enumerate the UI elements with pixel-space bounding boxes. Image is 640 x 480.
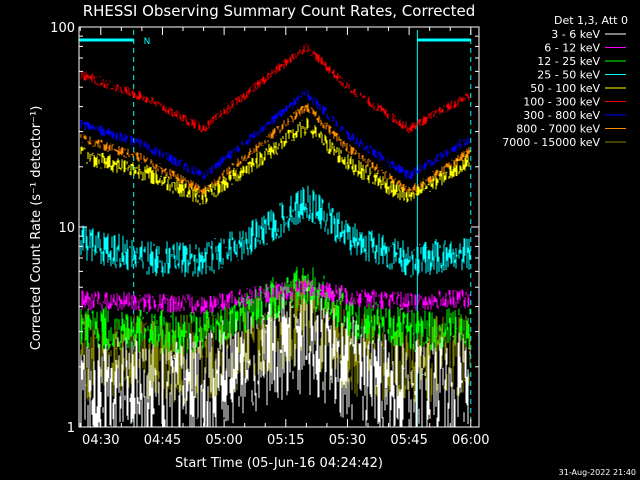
x-tick-label: 05:45 (390, 433, 427, 448)
legend-label: 3 - 6 keV (551, 28, 600, 41)
y-axis-label: Corrected Count Rate (s⁻¹ detector⁻¹) (29, 106, 44, 351)
legend-label: 12 - 25 keV (537, 55, 600, 68)
legend-label: 800 - 7000 keV (516, 123, 600, 136)
legend-label: 7000 - 15000 keV (502, 136, 600, 149)
legend-label: 100 - 300 keV (523, 96, 600, 109)
legend-label: 50 - 100 keV (530, 82, 600, 95)
legend-title: Det 1,3, Att 0 (554, 14, 628, 27)
x-tick-label: 04:45 (144, 433, 181, 448)
annotation-n: N (144, 37, 151, 47)
legend-label: 25 - 50 keV (537, 69, 600, 82)
x-tick-label: 05:30 (329, 433, 366, 448)
y-tick-label: 1 (67, 421, 75, 436)
x-tick-label: 04:30 (82, 433, 119, 448)
series-6-trace (80, 89, 471, 180)
y-tick-label: 10 (58, 221, 75, 236)
x-tick-label: 05:15 (267, 433, 304, 448)
x-axis-label: Start Time (05-Jun-16 04:24:42) (175, 456, 383, 471)
axes: 1 10 100 04:30 04:45 05:00 05:15 05:30 05:45 06:0… (50, 21, 489, 448)
series-1-trace (80, 278, 471, 314)
legend-label: 300 - 800 keV (523, 109, 600, 122)
series-5-trace (80, 43, 471, 134)
legend-label: 6 - 12 keV (544, 42, 600, 55)
series-3-trace (80, 185, 471, 278)
x-tick-label: 06:00 (452, 433, 489, 448)
chart-title: RHESSI Observing Summary Count Rates, Co… (83, 2, 476, 20)
timestamp: 31-Aug-2022 21:40 (559, 468, 636, 477)
x-tick-label: 05:00 (205, 433, 242, 448)
series-7-trace (80, 103, 471, 196)
y-tick-label: 100 (50, 21, 75, 36)
